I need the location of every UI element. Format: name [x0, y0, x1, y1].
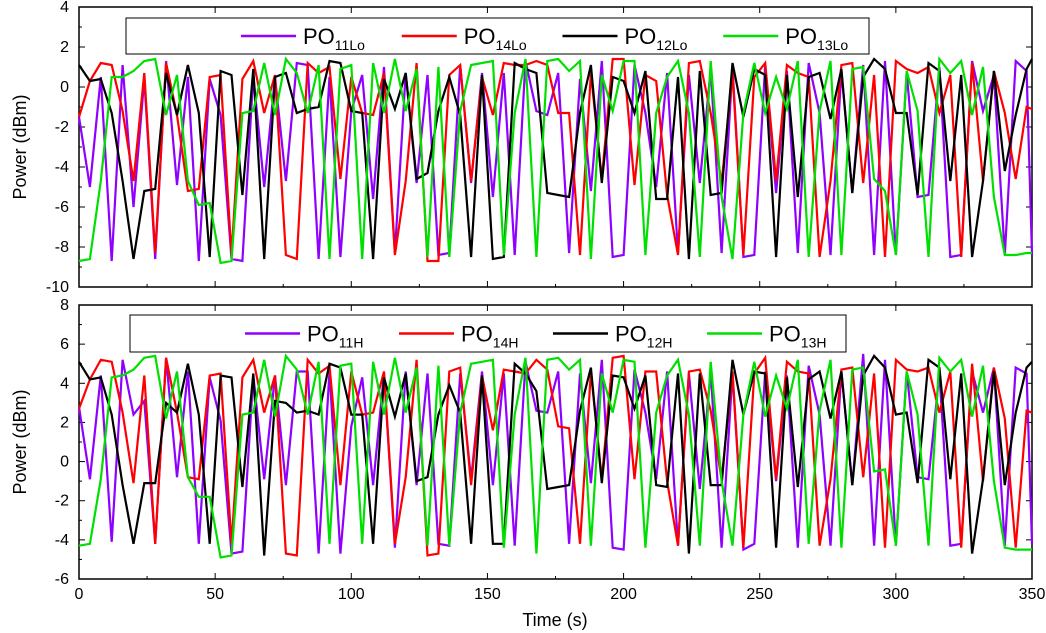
y-tick-label: 0	[60, 79, 69, 96]
x-tick-label: 50	[206, 586, 224, 603]
top-legend: PO11Lo PO14Lo PO12Lo PO13Lo	[125, 17, 870, 55]
series-line-po11h	[77, 353, 1034, 555]
x-tick-label: 300	[883, 586, 910, 603]
top-y-axis-label: Power (dBm)	[10, 94, 30, 199]
top-series-layer	[77, 56, 1034, 265]
y-tick-label: -6	[55, 199, 69, 216]
legend-label: PO14H	[461, 322, 518, 351]
y-tick-label: 4	[60, 375, 69, 392]
legend-label: PO13Lo	[785, 24, 848, 53]
series-line-po13lo	[78, 56, 1032, 265]
y-tick-label: -2	[55, 493, 69, 510]
x-tick-label: 250	[746, 586, 773, 603]
y-tick-label: 6	[60, 336, 69, 353]
y-tick-label: -10	[46, 279, 69, 296]
y-tick-label: -2	[55, 119, 69, 136]
top-axis-ticks: -10 -8 -6 -4 -2 0 2 4	[46, 0, 1033, 296]
x-axis-label: Time (s)	[522, 610, 587, 630]
series-line-po13h	[78, 353, 1032, 559]
x-tick-label: 100	[338, 586, 365, 603]
legend-label: PO11Lo	[303, 24, 365, 53]
y-tick-label: -8	[55, 239, 69, 256]
bottom-axis-ticks: 0 50 100 150 200 250 300 350 -6 -4 -2 0 2 4 6 8	[55, 297, 1046, 603]
legend-label: PO11H	[307, 322, 363, 351]
x-tick-label: 0	[75, 586, 84, 603]
x-tick-label: 200	[610, 586, 637, 603]
bottom-y-axis-label: Power (dBm)	[10, 389, 30, 494]
legend-label: PO12Lo	[625, 24, 688, 53]
y-tick-label: 0	[60, 454, 69, 471]
y-tick-label: -6	[55, 571, 69, 588]
series-line-po14h	[77, 354, 1033, 557]
legend-label: PO12H	[615, 322, 672, 351]
legend-label: PO14Lo	[464, 24, 527, 53]
series-line-po14lo	[77, 57, 1033, 263]
y-tick-label: 2	[60, 39, 69, 56]
series-line-po11lo	[77, 58, 1034, 263]
y-tick-label: -4	[55, 532, 69, 549]
y-tick-label: 2	[60, 414, 69, 431]
legend-label: PO13H	[769, 322, 826, 351]
bottom-legend: PO11H PO14H PO12H PO13H	[129, 314, 847, 353]
y-tick-label: 4	[60, 0, 69, 16]
bottom-series-layer	[77, 353, 1034, 559]
y-tick-label: 8	[60, 297, 69, 314]
x-tick-label: 150	[474, 586, 501, 603]
y-tick-label: -4	[55, 159, 69, 176]
x-tick-label: 350	[1019, 586, 1046, 603]
